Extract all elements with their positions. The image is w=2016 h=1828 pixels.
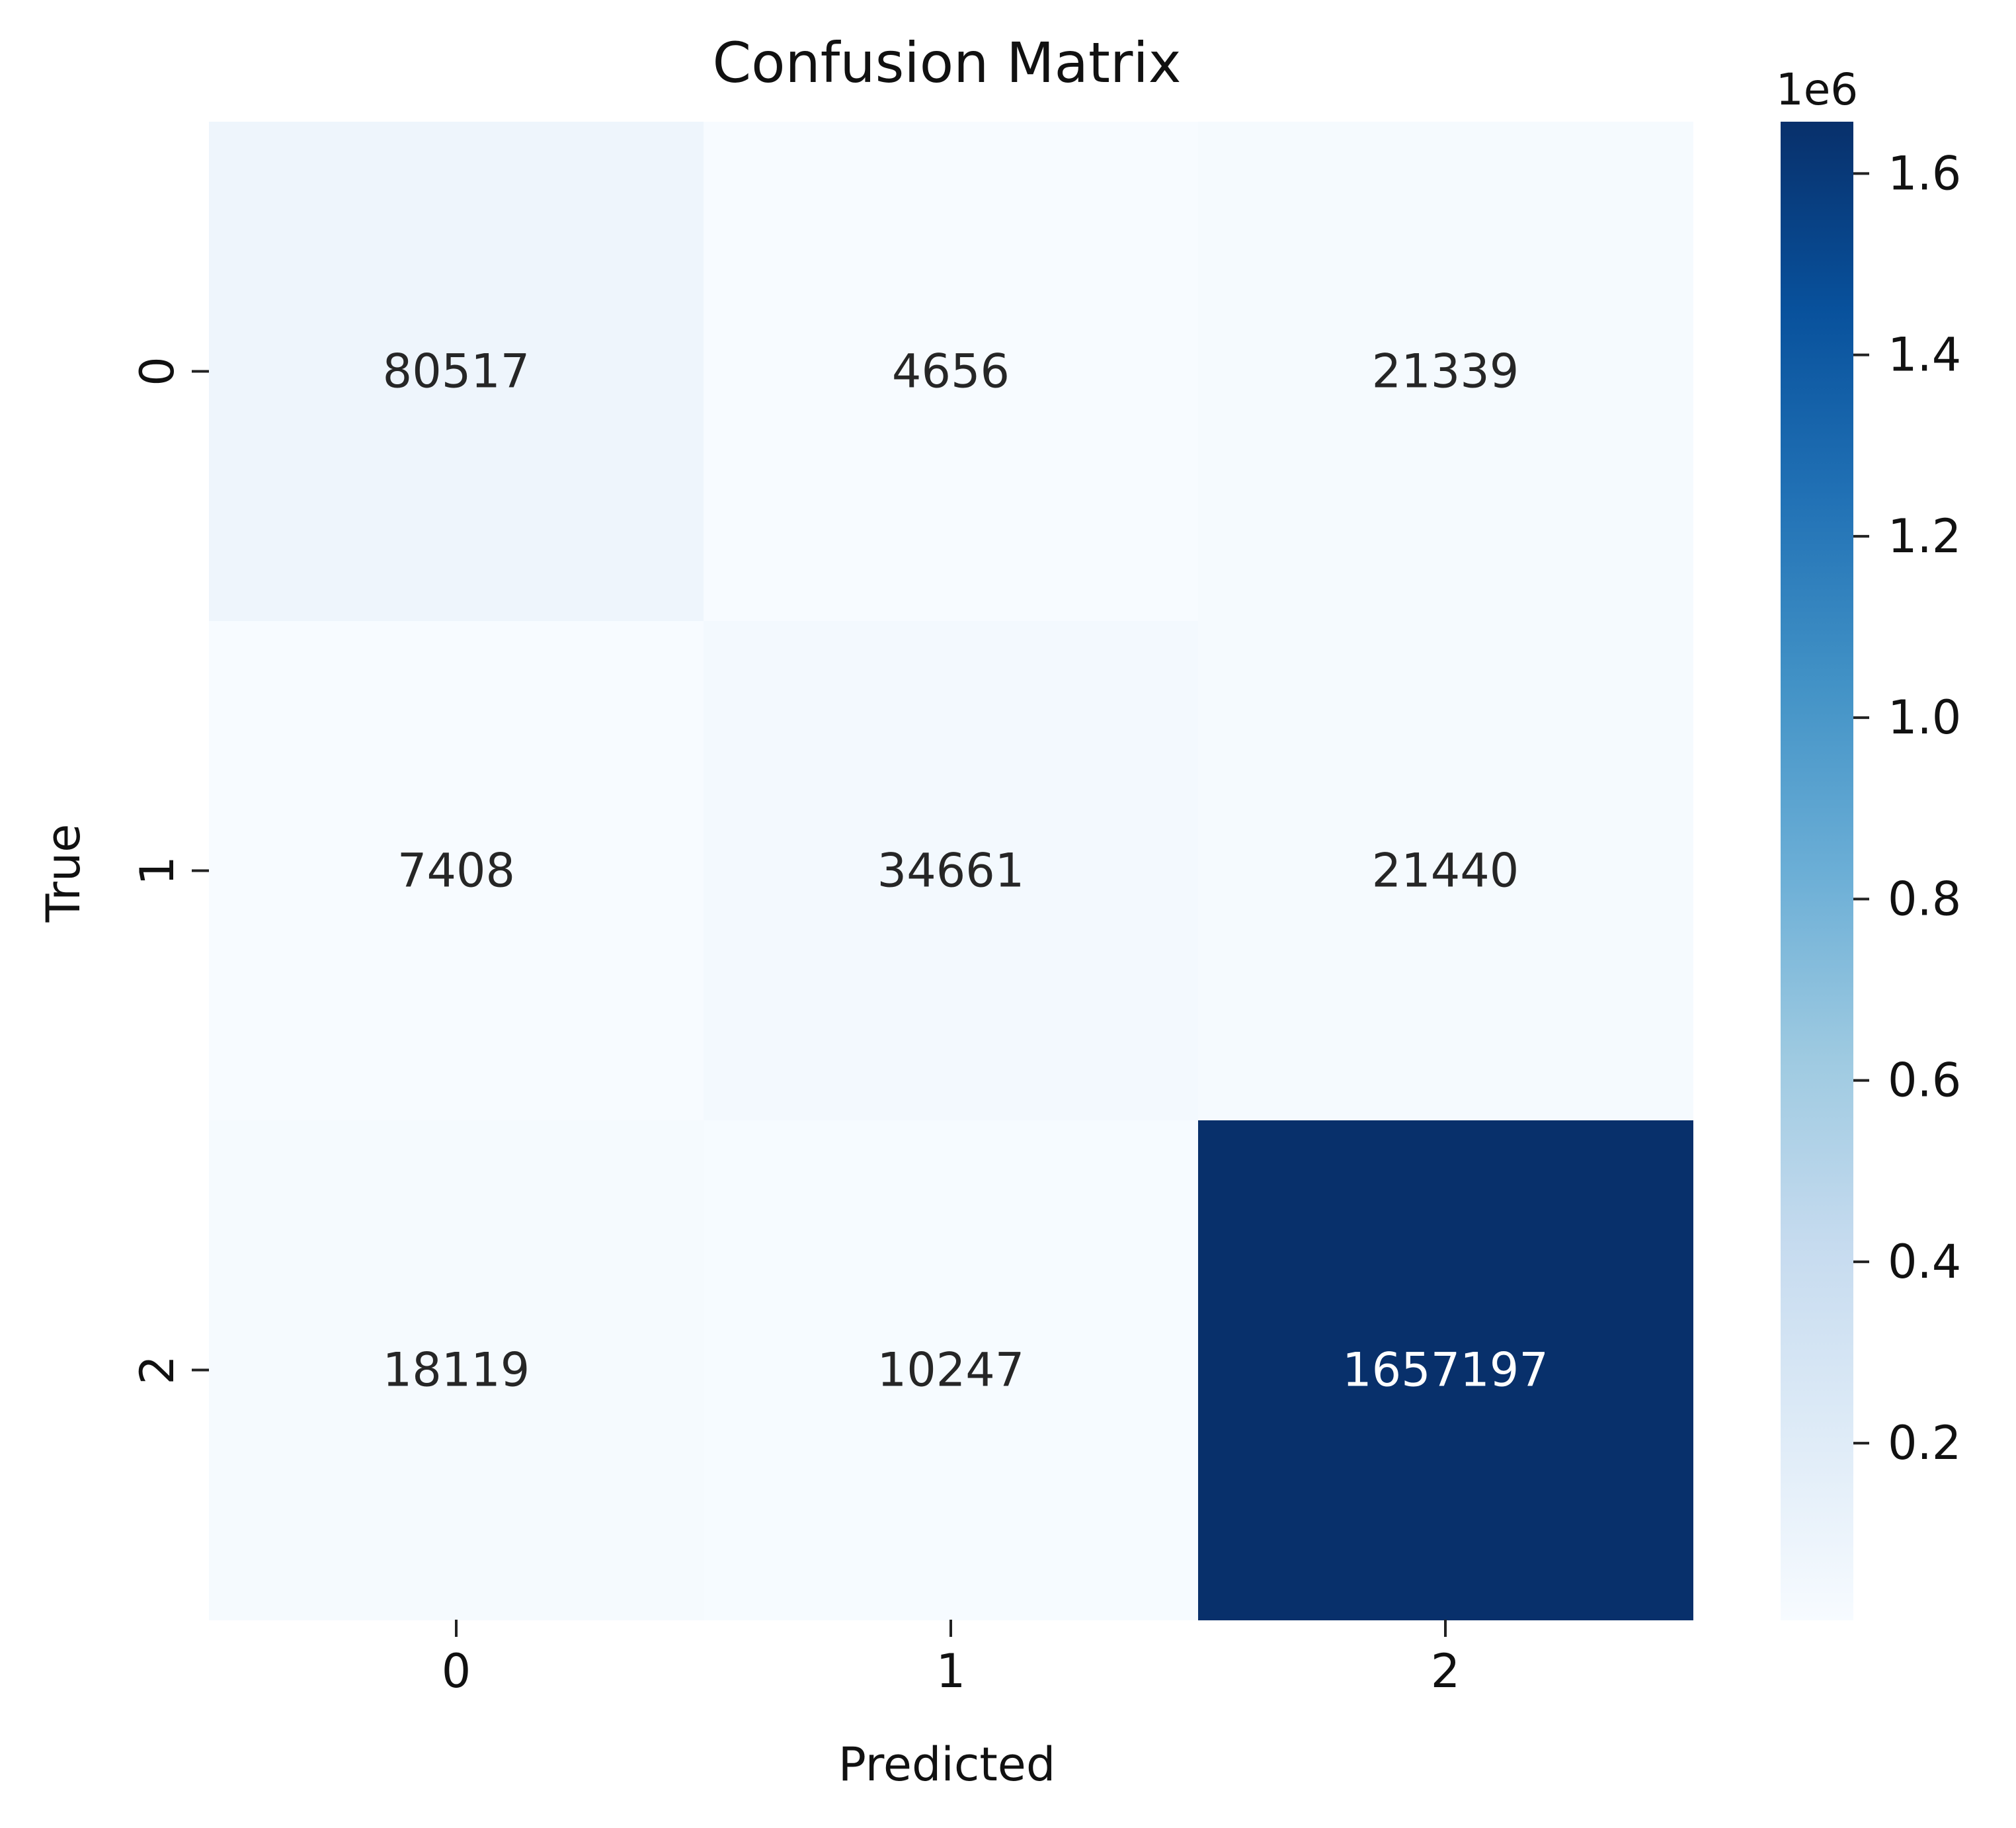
colorbar-tick-label: 0.8	[1888, 872, 1961, 926]
colorbar-tick-label: 0.2	[1888, 1416, 1961, 1470]
heatmap-cells	[209, 122, 1693, 1620]
cell-value-label: 7408	[397, 844, 515, 898]
y-axis: 0 1 2	[130, 356, 209, 1385]
x-tick-label: 1	[936, 1644, 966, 1698]
y-axis-label: True	[36, 824, 91, 923]
x-tick-label: 2	[1431, 1644, 1461, 1698]
colorbar-ticks: 0.2 0.4 0.6 0.8 1.0 1.2 1.4 1.6	[1853, 146, 1961, 1470]
heatmap-cell	[1198, 621, 1693, 1121]
colorbar-tick-label: 0.4	[1888, 1235, 1961, 1289]
heatmap-cell	[704, 122, 1199, 622]
x-tick-label: 0	[442, 1644, 471, 1698]
heatmap-cell	[1198, 1120, 1693, 1620]
heatmap-cell	[1198, 122, 1693, 622]
cell-value-label: 1657197	[1342, 1343, 1549, 1397]
y-tick-label: 2	[130, 1355, 184, 1385]
colorbar-tick-label: 1.4	[1888, 328, 1961, 382]
y-tick-label: 1	[130, 856, 184, 886]
x-axis-label: Predicted	[838, 1737, 1056, 1792]
colorbar-tick-label: 1.6	[1888, 146, 1961, 200]
y-tick-label: 0	[130, 356, 184, 386]
heatmap-cell	[209, 122, 704, 622]
cell-value-label: 21339	[1372, 345, 1519, 399]
cell-value-label: 4656	[892, 345, 1010, 399]
heatmap-cell	[704, 1120, 1199, 1620]
colorbar-tick-label: 1.0	[1888, 690, 1961, 745]
heatmap-cell	[704, 621, 1199, 1121]
cell-value-label: 34661	[877, 844, 1025, 898]
colorbar-offset-label: 1e6	[1776, 64, 1859, 115]
heatmap-cell	[209, 1120, 704, 1620]
colorbar-tick-label: 1.2	[1888, 509, 1961, 563]
colorbar	[1781, 122, 1853, 1620]
chart-title: Confusion Matrix	[713, 30, 1182, 95]
cell-annotations: 80517 4656 21339 7408 34661 21440 18119 10247 16…	[383, 345, 1549, 1397]
colorbar-tick-label: 0.6	[1888, 1054, 1961, 1108]
cell-value-label: 10247	[877, 1343, 1025, 1397]
cell-value-label: 80517	[383, 345, 530, 399]
x-axis: 0 1 2	[442, 1620, 1461, 1698]
cell-value-label: 21440	[1372, 844, 1519, 898]
heatmap-cell	[209, 621, 704, 1121]
cell-value-label: 18119	[383, 1343, 530, 1397]
